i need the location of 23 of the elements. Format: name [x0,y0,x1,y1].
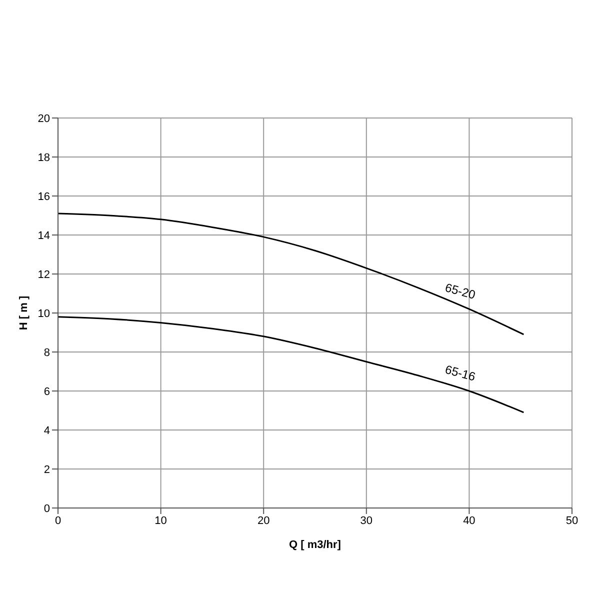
y-tick-label: 16 [38,190,50,203]
x-tick-label: 10 [154,514,167,527]
y-axis-title: H [ m ] [18,296,30,330]
y-tick-label: 0 [44,502,50,515]
text: 65-16 [444,362,478,384]
x-tick-label: 20 [257,514,270,527]
y-tick-label: 2 [44,464,50,476]
y-tick-label: 20 [38,112,50,125]
x-tick-label: 30 [360,514,373,527]
y-tick-label: 12 [38,268,50,281]
y-tick-label: 14 [38,230,50,242]
line-series [58,316,524,414]
text: 65-20 [444,280,478,302]
y-tick-label: 6 [44,386,50,398]
x-tick-label: 40 [463,514,476,527]
x-tick-label: 0 [54,514,62,527]
y-tick-label: 10 [38,308,50,320]
y-tick-label: 8 [44,346,50,359]
line-series [58,212,524,336]
x-axis-title: Q [ m3/hr] [289,539,342,551]
x-tick-label: 50 [566,514,578,527]
y-tick-label: 18 [38,152,50,164]
y-tick-label: 4 [44,424,50,437]
